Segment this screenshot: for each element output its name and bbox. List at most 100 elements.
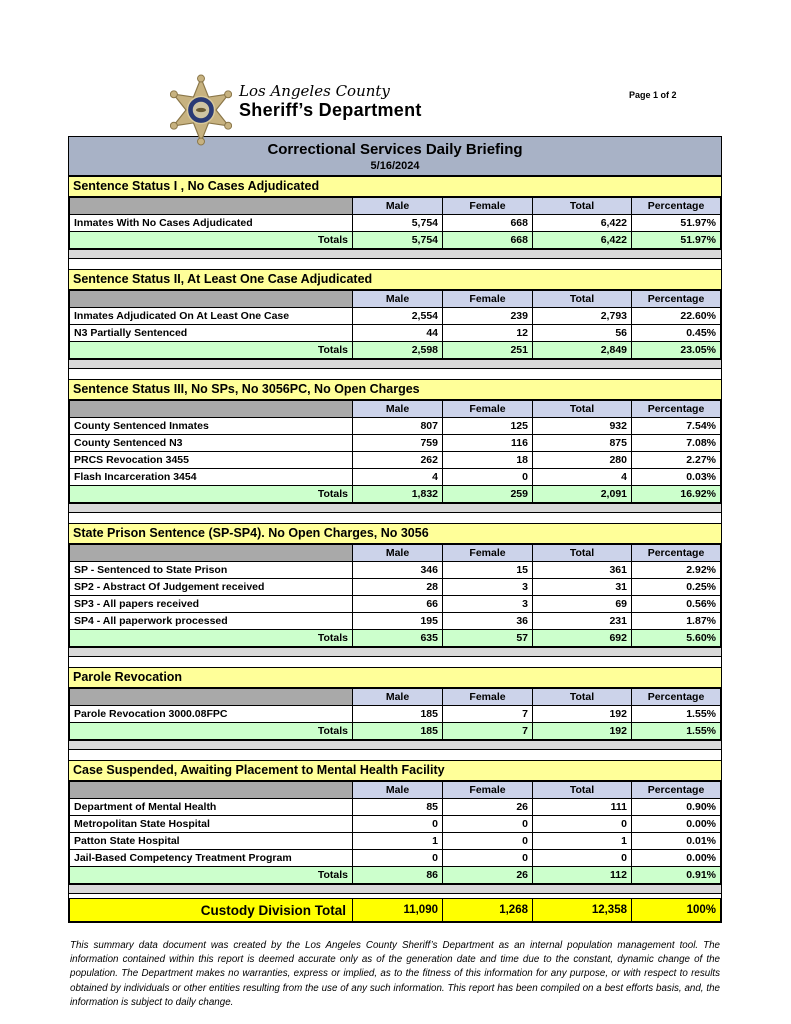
totals-label: Totals	[69, 866, 353, 884]
female-value: 668	[442, 214, 533, 232]
total-value: 111	[532, 798, 632, 816]
table-row: SP3 - All papers received 66 3 69 0.56%	[69, 595, 721, 613]
column-header-female: Female	[442, 400, 533, 418]
totals-female: 251	[442, 341, 533, 359]
row-label: Department of Mental Health	[69, 798, 353, 816]
table-row: Patton State Hospital 1 0 1 0.01%	[69, 832, 721, 850]
percentage-value: 1.87%	[631, 612, 721, 630]
column-header-total: Total	[532, 400, 632, 418]
total-value: 4	[532, 468, 632, 486]
row-label: Inmates With No Cases Adjudicated	[69, 214, 353, 232]
page-header: Los Angeles County Sheriff’s Department …	[0, 0, 791, 146]
agency-name: Los Angeles County Sheriff’s Department	[239, 74, 422, 120]
totals-female: 668	[442, 231, 533, 249]
section-gap	[69, 259, 721, 269]
row-label: Flash Incarceration 3454	[69, 468, 353, 486]
female-value: 15	[442, 561, 533, 579]
row-label: N3 Partially Sentenced	[69, 324, 353, 342]
totals-total: 2,091	[532, 485, 632, 503]
table-row: Department of Mental Health 85 26 111 0.…	[69, 798, 721, 816]
totals-male: 86	[352, 866, 443, 884]
agency-department-label: Sheriff’s Department	[239, 99, 422, 120]
table-row: Metropolitan State Hospital 0 0 0 0.00%	[69, 815, 721, 833]
column-header-male: Male	[352, 197, 443, 215]
report-date: 5/16/2024	[370, 160, 420, 172]
total-value: 361	[532, 561, 632, 579]
male-value: 66	[352, 595, 443, 613]
section-table: Male Female Total Percentage Parole Revo…	[69, 688, 721, 740]
table-row: PRCS Revocation 3455 262 18 280 2.27%	[69, 451, 721, 469]
column-header-row: Male Female Total Percentage	[69, 544, 721, 562]
totals-male: 2,598	[352, 341, 443, 359]
table-row: County Sentenced N3 759 116 875 7.08%	[69, 434, 721, 452]
column-header-percentage: Percentage	[631, 781, 721, 799]
section-table: Male Female Total Percentage County Sent…	[69, 400, 721, 503]
row-label: County Sentenced N3	[69, 434, 353, 452]
column-header-female: Female	[442, 781, 533, 799]
totals-total: 112	[532, 866, 632, 884]
section-parole-revocation: Parole Revocation Male Female Total Perc…	[69, 667, 721, 760]
section-gap	[69, 657, 721, 667]
column-header-total: Total	[532, 197, 632, 215]
table-row: Parole Revocation 3000.08FPC 185 7 192 1…	[69, 705, 721, 723]
totals-male: 1,832	[352, 485, 443, 503]
male-value: 185	[352, 705, 443, 723]
totals-percentage: 5.60%	[631, 629, 721, 647]
totals-female: 7	[442, 722, 533, 740]
row-label: Metropolitan State Hospital	[69, 815, 353, 833]
female-value: 239	[442, 307, 533, 325]
total-value: 31	[532, 578, 632, 596]
total-value: 231	[532, 612, 632, 630]
section-gap	[69, 894, 721, 898]
totals-total: 192	[532, 722, 632, 740]
female-value: 125	[442, 417, 533, 435]
section-table: Male Female Total Percentage SP - Senten…	[69, 544, 721, 647]
column-header-percentage: Percentage	[631, 290, 721, 308]
percentage-value: 0.03%	[631, 468, 721, 486]
grand-total-total: 12,358	[532, 898, 632, 922]
column-header-row: Male Female Total Percentage	[69, 290, 721, 308]
total-value: 2,793	[532, 307, 632, 325]
male-value: 262	[352, 451, 443, 469]
male-value: 5,754	[352, 214, 443, 232]
male-value: 2,554	[352, 307, 443, 325]
column-header-row: Male Female Total Percentage	[69, 400, 721, 418]
section-gap	[69, 369, 721, 379]
totals-percentage: 51.97%	[631, 231, 721, 249]
percentage-value: 0.45%	[631, 324, 721, 342]
total-value: 6,422	[532, 214, 632, 232]
section-separator	[69, 740, 721, 750]
percentage-value: 0.90%	[631, 798, 721, 816]
female-value: 0	[442, 849, 533, 867]
row-label: Patton State Hospital	[69, 832, 353, 850]
column-header-stub	[69, 781, 353, 799]
table-row: SP4 - All paperwork processed 195 36 231…	[69, 612, 721, 630]
section-separator	[69, 359, 721, 369]
male-value: 85	[352, 798, 443, 816]
female-value: 0	[442, 832, 533, 850]
total-value: 932	[532, 417, 632, 435]
section-title: Sentence Status II, At Least One Case Ad…	[69, 269, 721, 290]
column-header-row: Male Female Total Percentage	[69, 688, 721, 706]
female-value: 36	[442, 612, 533, 630]
section-title: Case Suspended, Awaiting Placement to Me…	[69, 760, 721, 781]
report-title: Correctional Services Daily Briefing	[267, 141, 523, 158]
male-value: 1	[352, 832, 443, 850]
totals-percentage: 16.92%	[631, 485, 721, 503]
totals-percentage: 1.55%	[631, 722, 721, 740]
male-value: 44	[352, 324, 443, 342]
section-separator	[69, 647, 721, 657]
section-title: Parole Revocation	[69, 667, 721, 688]
table-row: N3 Partially Sentenced 44 12 56 0.45%	[69, 324, 721, 342]
column-header-row: Male Female Total Percentage	[69, 781, 721, 799]
section-separator	[69, 503, 721, 513]
female-value: 3	[442, 578, 533, 596]
percentage-value: 0.01%	[631, 832, 721, 850]
totals-total: 692	[532, 629, 632, 647]
column-header-percentage: Percentage	[631, 544, 721, 562]
female-value: 26	[442, 798, 533, 816]
column-header-total: Total	[532, 544, 632, 562]
table-row: Inmates Adjudicated On At Least One Case…	[69, 307, 721, 325]
percentage-value: 7.54%	[631, 417, 721, 435]
